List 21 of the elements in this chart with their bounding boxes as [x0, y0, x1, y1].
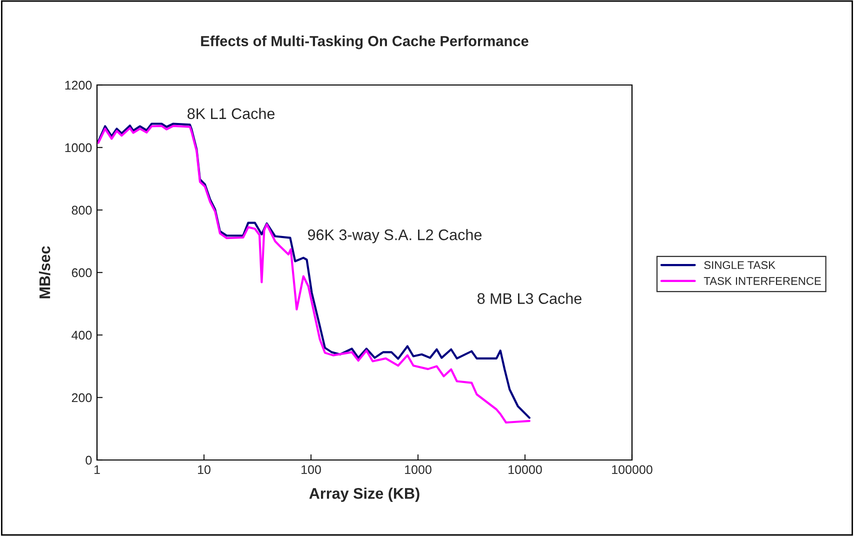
y-tick-label: 600: [72, 268, 92, 278]
annotation: 96K 3-way S.A. L2 Cache: [308, 229, 482, 244]
x-tick-label: 10: [198, 465, 210, 474]
y-tick-label: 0: [86, 456, 92, 465]
annotation: 8 MB L3 Cache: [478, 292, 582, 304]
x-tick-label: 100000: [612, 465, 652, 474]
y-tick-label: 400: [72, 330, 92, 340]
chart-title: Effects of Multi-Tasking On Cache Performance: [201, 36, 528, 50]
y-tick-label: 200: [72, 393, 92, 402]
legend-label: TASK INTERFERENCE: [704, 277, 821, 285]
y-axis-title: MB/sec: [38, 246, 50, 298]
legend-label: SINGLE TASK: [704, 261, 776, 270]
y-tick-label: 1000: [65, 143, 92, 152]
y-tick-label: 800: [72, 206, 92, 215]
x-tick-label: 100: [302, 465, 321, 474]
x-axis-title: Array Size (KB): [309, 488, 420, 502]
y-tick-label: 1200: [65, 80, 92, 90]
x-tick-label: 10000: [508, 465, 542, 474]
x-tick-label: 1: [94, 465, 100, 474]
x-tick-label: 1000: [405, 465, 432, 474]
annotation: 8K L1 Cache: [188, 108, 275, 120]
